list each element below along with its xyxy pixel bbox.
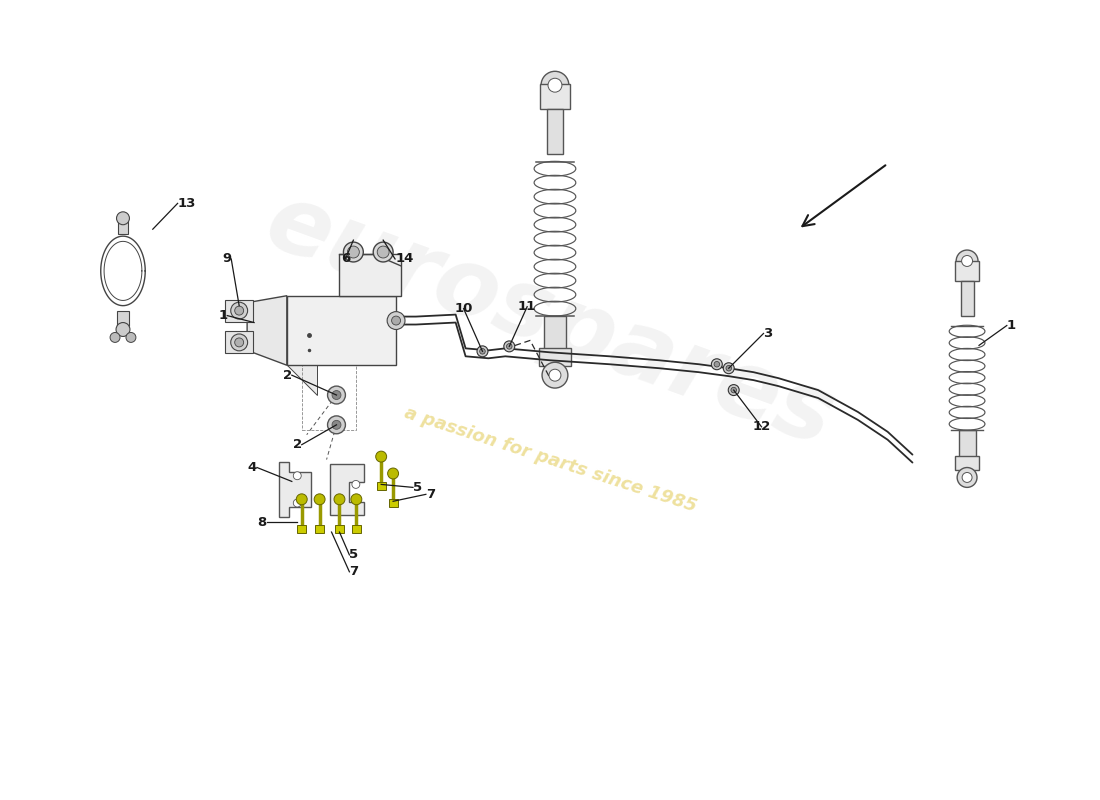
Circle shape <box>126 333 136 342</box>
Bar <box>301 360 356 430</box>
Bar <box>955 261 979 281</box>
Text: 7: 7 <box>426 488 434 501</box>
Bar <box>287 296 396 366</box>
Circle shape <box>714 362 719 367</box>
Circle shape <box>541 71 569 99</box>
Text: a passion for parts since 1985: a passion for parts since 1985 <box>402 404 698 515</box>
Circle shape <box>234 338 243 347</box>
Polygon shape <box>287 366 317 395</box>
Circle shape <box>296 494 307 505</box>
Circle shape <box>117 212 130 225</box>
Circle shape <box>724 362 734 374</box>
Text: 13: 13 <box>177 197 196 210</box>
Circle shape <box>334 494 345 505</box>
Circle shape <box>506 343 513 349</box>
Bar <box>539 348 571 366</box>
Text: eurospares: eurospares <box>253 175 847 466</box>
Bar <box>540 84 570 109</box>
Circle shape <box>294 499 301 507</box>
Bar <box>547 109 563 154</box>
Text: 2: 2 <box>283 369 292 382</box>
Circle shape <box>504 341 515 352</box>
Bar <box>388 499 397 507</box>
Bar <box>544 315 565 350</box>
Circle shape <box>730 387 737 393</box>
Circle shape <box>726 366 732 371</box>
Text: 1: 1 <box>1006 319 1016 332</box>
Circle shape <box>348 246 360 258</box>
Circle shape <box>116 322 130 337</box>
Text: 8: 8 <box>257 516 267 529</box>
Text: 5: 5 <box>412 481 422 494</box>
Text: 3: 3 <box>763 327 773 340</box>
Text: 1: 1 <box>218 309 228 322</box>
Bar <box>336 525 344 533</box>
Circle shape <box>231 302 248 319</box>
Bar <box>340 254 402 296</box>
Circle shape <box>728 385 739 395</box>
Text: 4: 4 <box>248 461 257 474</box>
Circle shape <box>961 255 972 266</box>
Circle shape <box>387 312 405 330</box>
Text: 5: 5 <box>350 549 359 562</box>
Bar <box>297 525 306 533</box>
Circle shape <box>549 370 561 381</box>
Bar <box>118 222 129 234</box>
Circle shape <box>712 358 723 370</box>
Circle shape <box>315 494 326 505</box>
Bar <box>226 331 253 354</box>
Circle shape <box>343 242 363 262</box>
Text: 12: 12 <box>752 420 771 434</box>
Text: 9: 9 <box>222 253 231 266</box>
Polygon shape <box>248 296 287 366</box>
Circle shape <box>294 472 301 480</box>
Circle shape <box>351 494 362 505</box>
Circle shape <box>480 349 485 354</box>
Circle shape <box>234 306 243 315</box>
Circle shape <box>956 250 978 272</box>
Bar <box>352 525 361 533</box>
Polygon shape <box>330 464 364 514</box>
Text: 6: 6 <box>341 253 350 266</box>
Circle shape <box>477 346 488 357</box>
Text: 11: 11 <box>518 300 537 313</box>
Circle shape <box>377 246 389 258</box>
Circle shape <box>328 416 345 434</box>
Circle shape <box>387 468 398 479</box>
Circle shape <box>231 334 248 351</box>
Bar <box>958 430 976 458</box>
Circle shape <box>373 242 393 262</box>
Circle shape <box>548 78 562 92</box>
Text: 7: 7 <box>350 566 359 578</box>
Bar <box>960 281 974 315</box>
Bar <box>376 482 386 490</box>
Circle shape <box>332 420 341 430</box>
Circle shape <box>957 467 977 487</box>
Circle shape <box>328 386 345 404</box>
Text: 14: 14 <box>395 253 414 266</box>
Circle shape <box>110 333 120 342</box>
Text: 2: 2 <box>293 438 301 451</box>
Bar <box>226 300 253 322</box>
Circle shape <box>542 362 568 388</box>
Bar <box>955 456 979 470</box>
Circle shape <box>392 316 400 325</box>
Text: 10: 10 <box>454 302 473 315</box>
Polygon shape <box>279 462 311 517</box>
Circle shape <box>962 473 972 482</box>
Circle shape <box>376 451 386 462</box>
Circle shape <box>332 390 341 399</box>
Circle shape <box>352 481 360 488</box>
Bar <box>117 310 129 326</box>
Bar <box>315 525 324 533</box>
